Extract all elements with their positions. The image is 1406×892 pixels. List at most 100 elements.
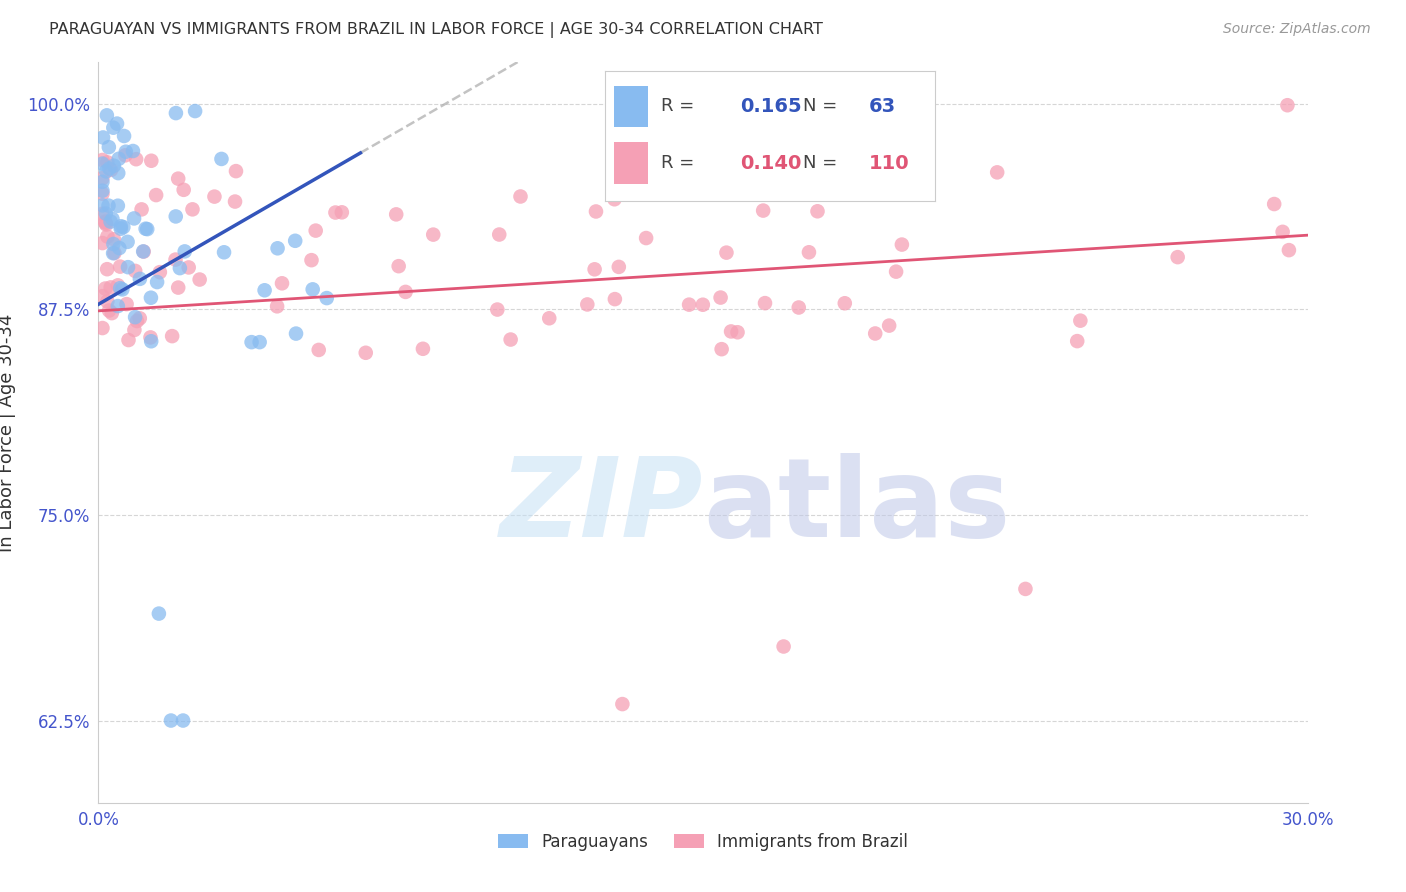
Point — [412, 342, 434, 356]
Point — [96, 164, 118, 178]
Point — [160, 329, 183, 343]
Point — [385, 207, 408, 221]
Point — [266, 299, 288, 313]
Point — [107, 152, 129, 166]
Point — [128, 272, 150, 286]
Point — [253, 283, 276, 297]
Point — [108, 260, 131, 274]
Point — [986, 165, 1008, 179]
Text: atlas: atlas — [703, 453, 1011, 560]
Text: PARAGUAYAN VS IMMIGRANTS FROM BRAZIL IN LABOR FORCE | AGE 30-34 CORRELATION CHAR: PARAGUAYAN VS IMMIGRANTS FROM BRAZIL IN … — [49, 22, 823, 38]
Point — [285, 326, 308, 341]
Point — [1014, 582, 1036, 596]
Point — [139, 330, 162, 344]
Point — [301, 282, 323, 296]
Point — [100, 214, 122, 228]
Bar — [614, 86, 648, 127]
Point — [727, 325, 749, 339]
Point — [177, 260, 200, 275]
Point — [124, 323, 146, 337]
Point — [110, 221, 132, 235]
Point — [315, 291, 337, 305]
Point — [117, 260, 139, 275]
Point — [1263, 197, 1285, 211]
Point — [91, 321, 114, 335]
Point — [114, 145, 136, 159]
Text: R =: R = — [661, 154, 700, 172]
Point — [117, 235, 139, 249]
Point — [107, 199, 129, 213]
Point — [100, 162, 122, 177]
Point — [96, 108, 118, 122]
Point — [91, 156, 114, 170]
Point — [576, 297, 599, 311]
Point — [1066, 334, 1088, 348]
Point — [603, 192, 626, 206]
Point — [128, 311, 150, 326]
Point — [607, 260, 630, 274]
Point — [91, 171, 114, 186]
Point — [96, 218, 118, 232]
Point — [167, 280, 190, 294]
Point — [224, 194, 246, 209]
Text: 63: 63 — [869, 96, 896, 116]
Point — [124, 264, 146, 278]
Point — [678, 298, 700, 312]
Text: N =: N = — [803, 97, 842, 115]
Point — [716, 245, 738, 260]
Text: N =: N = — [803, 154, 842, 172]
Point — [165, 106, 187, 120]
Point — [486, 302, 509, 317]
Point — [720, 325, 742, 339]
Point — [877, 318, 900, 333]
Point — [772, 640, 794, 654]
Point — [284, 234, 307, 248]
Point — [125, 152, 148, 166]
Point — [103, 159, 125, 173]
Point — [101, 306, 124, 320]
Point — [165, 210, 187, 224]
Point — [330, 205, 353, 219]
Point — [603, 292, 626, 306]
Point — [509, 189, 531, 203]
Point — [266, 241, 288, 255]
Point — [692, 298, 714, 312]
Point — [94, 281, 117, 295]
Point — [585, 204, 607, 219]
Point — [394, 285, 416, 299]
Point — [96, 294, 118, 309]
Legend: Paraguayans, Immigrants from Brazil: Paraguayans, Immigrants from Brazil — [492, 826, 914, 857]
Point — [169, 261, 191, 276]
Point — [173, 183, 195, 197]
Point — [354, 345, 377, 359]
Point — [149, 265, 172, 279]
Point — [91, 186, 114, 201]
Bar — [614, 143, 648, 184]
Point — [101, 246, 124, 260]
Point — [188, 272, 211, 286]
Point — [110, 219, 132, 234]
Point — [488, 227, 510, 242]
Point — [167, 171, 190, 186]
Text: 0.140: 0.140 — [740, 153, 801, 173]
Point — [884, 265, 907, 279]
Point — [91, 175, 114, 189]
Point — [103, 237, 125, 252]
Point — [139, 291, 162, 305]
Point — [131, 202, 153, 217]
Point — [499, 333, 522, 347]
Point — [538, 311, 561, 326]
Point — [117, 333, 139, 347]
Point — [94, 215, 117, 229]
Point — [249, 335, 271, 350]
Point — [172, 714, 194, 728]
Point — [145, 188, 167, 202]
Point — [132, 244, 155, 259]
Point — [94, 216, 117, 230]
Point — [141, 153, 163, 168]
Point — [181, 202, 204, 217]
Point — [108, 241, 131, 255]
Point — [710, 342, 733, 356]
Point — [112, 128, 135, 143]
Point — [834, 296, 856, 310]
